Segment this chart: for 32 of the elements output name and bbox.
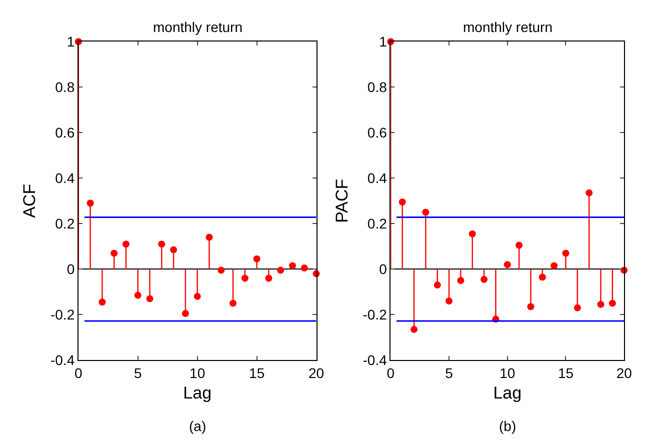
- x-axis-title: Lag: [493, 383, 522, 402]
- x-tick-label: 15: [249, 364, 265, 381]
- y-tick-label: -0.4: [50, 352, 75, 368]
- y-tick-label: 0.4: [55, 170, 75, 186]
- y-tick-label: 0.8: [367, 79, 388, 96]
- y-tick-label: 1: [66, 34, 75, 50]
- x-tick-label: 10: [190, 364, 206, 381]
- y-tick-label: 0.2: [55, 216, 75, 232]
- x-tick-label: 15: [558, 364, 574, 381]
- x-axis-title: Lag: [183, 383, 212, 402]
- y-tick-label: 0.2: [367, 216, 388, 232]
- y-tick-label: -0.2: [50, 306, 75, 323]
- y-tick-label: 0: [379, 261, 388, 278]
- text: (b): [499, 418, 516, 434]
- x-tick-label: 5: [134, 364, 142, 381]
- y-tick-label: 0.6: [55, 124, 75, 141]
- chart-title: monthly return: [153, 19, 242, 35]
- x-tick-label: 5: [445, 364, 454, 381]
- y-tick-label: 0.6: [367, 124, 388, 141]
- y-axis-title: ACF: [20, 184, 40, 218]
- y-tick-label: -0.4: [362, 352, 388, 368]
- chart-title: monthly return: [463, 19, 552, 35]
- y-tick-label: -0.2: [362, 306, 388, 323]
- x-tick-label: 20: [308, 364, 324, 381]
- y-tick-label: 0.4: [367, 170, 388, 186]
- y-tick-label: 0.8: [55, 79, 75, 96]
- text: (a): [189, 418, 206, 434]
- x-tick-label: 10: [500, 364, 516, 381]
- y-axis-title: PACF: [332, 178, 352, 223]
- y-tick-label: 0: [66, 261, 75, 278]
- y-tick-label: 1: [379, 34, 388, 50]
- x-tick-label: 20: [616, 364, 632, 381]
